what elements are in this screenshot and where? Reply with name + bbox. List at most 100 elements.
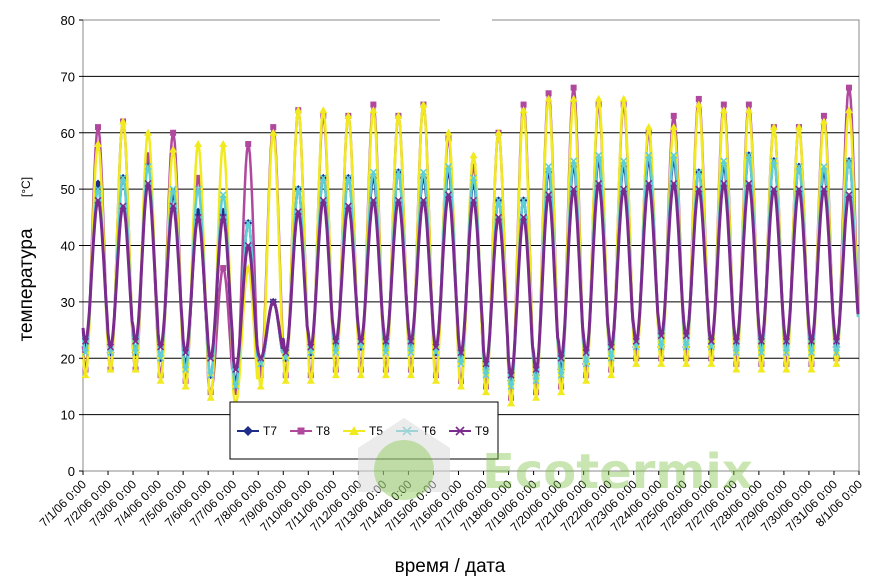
- point-T9: [457, 349, 465, 357]
- point-T9: [745, 179, 753, 188]
- point-T5: [369, 106, 378, 114]
- point-T6: [444, 163, 453, 171]
- point-T6: [394, 168, 402, 176]
- point-T5: [394, 111, 403, 119]
- point-T5: [381, 371, 390, 379]
- point-T6: [232, 382, 240, 390]
- point-T6: [832, 349, 841, 357]
- point-T6: [244, 219, 252, 227]
- y-tick-label: 10: [61, 408, 75, 423]
- point-T9: [757, 337, 765, 345]
- point-T9: [570, 185, 578, 193]
- point-T6: [707, 343, 715, 351]
- y-tick-label: 0: [68, 464, 75, 479]
- point-T6: [682, 343, 690, 351]
- point-T6: [820, 163, 828, 171]
- point-T5: [306, 376, 315, 384]
- point-T9: [557, 354, 565, 362]
- point-T9: [645, 179, 653, 188]
- point-T8: [820, 112, 827, 119]
- legend-item-T7: T7: [237, 424, 277, 438]
- point-T5: [356, 371, 365, 379]
- point-T5: [244, 264, 253, 272]
- point-T5: [456, 382, 465, 390]
- point-T8: [545, 90, 552, 97]
- point-T6: [119, 174, 127, 182]
- house-logo-icon: [358, 418, 450, 500]
- point-T8: [195, 174, 202, 181]
- point-T6: [595, 151, 603, 159]
- point-T9: [770, 185, 778, 193]
- point-T9: [670, 179, 678, 188]
- y-tick-label: 20: [61, 351, 75, 366]
- y-axis-unit: [°C]: [19, 177, 33, 197]
- y-tick-label: 40: [61, 239, 75, 254]
- point-T9: [632, 337, 640, 345]
- point-T6: [645, 151, 653, 159]
- point-T8: [745, 101, 752, 108]
- point-T9: [682, 332, 690, 340]
- legend-label: T9: [475, 424, 489, 438]
- point-T6: [845, 157, 853, 165]
- point-T9: [144, 179, 152, 188]
- point-T6: [720, 157, 728, 165]
- point-T6: [307, 349, 315, 357]
- point-T5: [594, 94, 603, 102]
- point-T6: [469, 174, 478, 182]
- point-T5: [707, 359, 716, 367]
- point-T8: [170, 129, 177, 136]
- point-T9: [369, 196, 377, 204]
- legend-entries: T7 T8 T5 T6 T9: [237, 424, 489, 438]
- point-T5: [331, 371, 340, 379]
- point-T5: [181, 382, 190, 390]
- point-T9: [595, 179, 603, 188]
- legend-label: T8: [316, 424, 330, 438]
- point-T9: [507, 371, 515, 379]
- point-T5: [582, 376, 591, 384]
- point-T5: [507, 399, 516, 407]
- legend-marker: [455, 426, 465, 436]
- point-T8: [570, 84, 577, 91]
- point-T5: [206, 393, 215, 401]
- point-T6: [732, 349, 740, 357]
- point-T6: [582, 360, 590, 368]
- point-T8: [470, 163, 477, 170]
- point-T5: [194, 140, 203, 148]
- legend-label: T7: [263, 424, 277, 438]
- point-T5: [732, 365, 741, 373]
- point-T6: [357, 343, 365, 351]
- y-tick-label: 50: [61, 182, 75, 197]
- point-T8: [270, 124, 277, 131]
- point-T8: [520, 101, 527, 108]
- point-T9: [294, 208, 302, 216]
- point-T9: [257, 354, 265, 362]
- point-T9: [782, 337, 790, 345]
- point-T9: [382, 337, 390, 345]
- point-T9: [182, 349, 190, 357]
- point-T5: [469, 151, 478, 159]
- y-tick-label: 60: [61, 126, 75, 141]
- point-T9: [244, 241, 252, 250]
- point-T5: [644, 123, 653, 131]
- point-T9: [282, 349, 290, 357]
- point-T9: [432, 343, 440, 351]
- point-T5: [94, 140, 103, 148]
- point-T9: [407, 337, 415, 345]
- point-T8: [257, 372, 264, 379]
- series-group: [81, 84, 860, 407]
- point-T9: [169, 202, 177, 210]
- point-T6: [94, 185, 102, 193]
- point-T8: [670, 112, 677, 119]
- point-T9: [482, 360, 490, 368]
- point-T5: [169, 145, 178, 153]
- point-T9: [107, 343, 115, 351]
- point-T5: [494, 128, 503, 136]
- point-T9: [582, 349, 590, 357]
- point-T8: [145, 152, 152, 159]
- point-T5: [256, 382, 265, 390]
- point-T9: [307, 343, 315, 351]
- point-T6: [294, 185, 302, 193]
- series-T9: [81, 179, 860, 379]
- point-T5: [819, 117, 828, 125]
- point-T9: [319, 196, 327, 204]
